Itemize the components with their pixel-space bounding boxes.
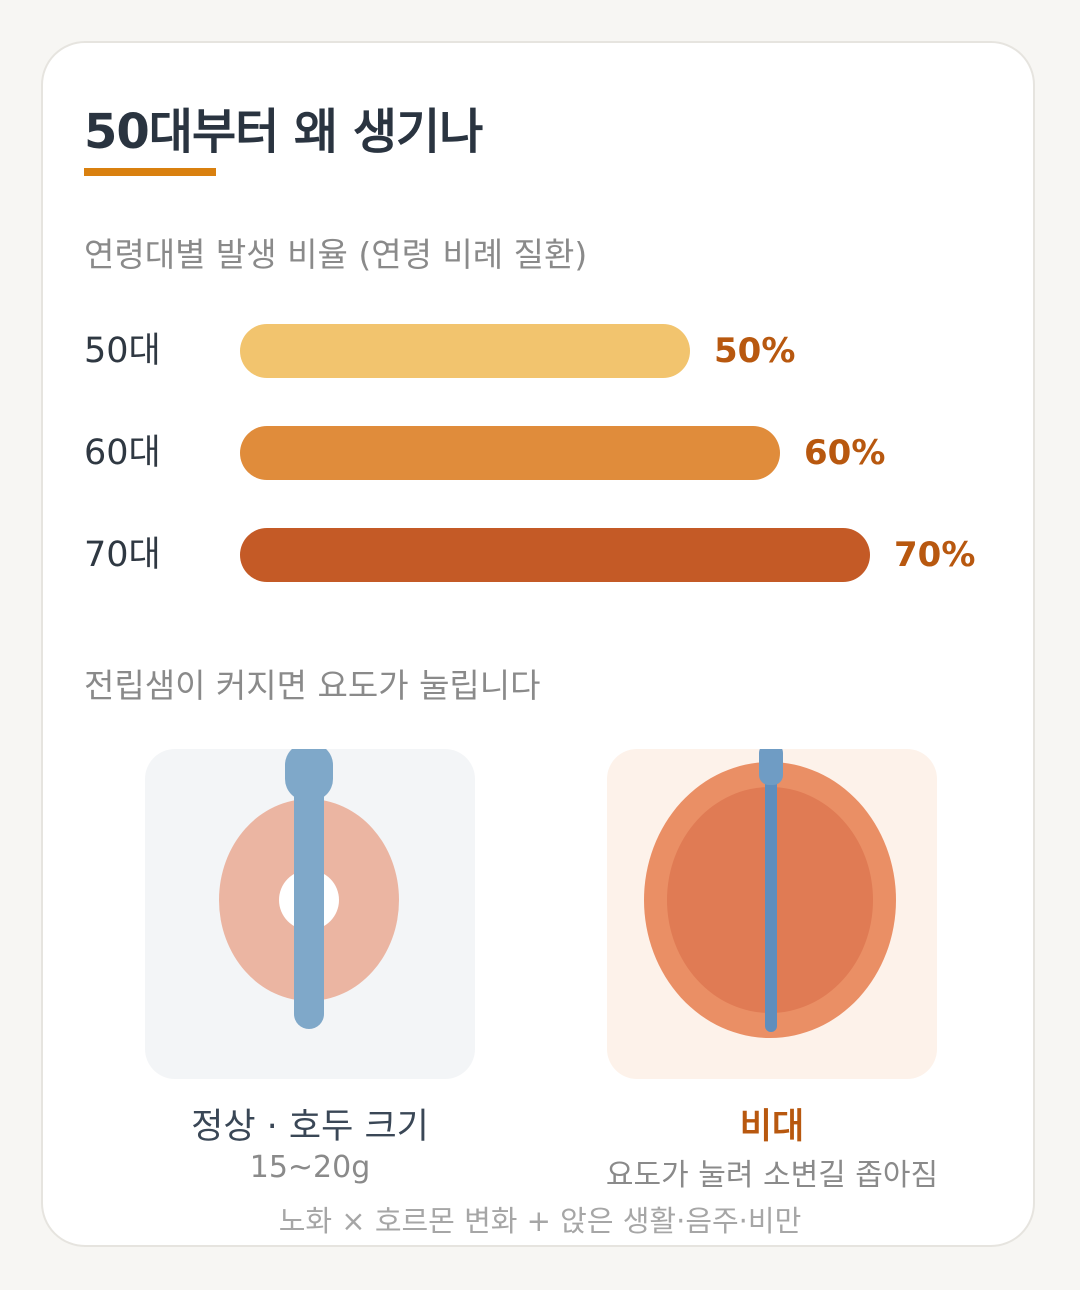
normal-prostate-illustration <box>145 749 475 1079</box>
bar-value-label: 60% <box>804 433 886 473</box>
enlarged-prostate-illustration <box>607 749 937 1079</box>
enlarged-caption: 비대 <box>739 1107 805 1147</box>
title-underline <box>84 168 216 176</box>
bar-label: 60대 <box>84 433 161 473</box>
chart-section-label: 연령대별 발생 비율 (연령 비례 질환) <box>84 235 588 274</box>
enlarged-urethra-top <box>759 749 783 785</box>
enlarged-urethra-tube <box>765 769 777 1032</box>
normal-caption: 정상 · 호두 크기 <box>191 1107 429 1147</box>
diagram-section-label: 전립샘이 커지면 요도가 눌립니다 <box>84 666 541 705</box>
bar-value-label: 70% <box>894 535 976 575</box>
bar-label: 50대 <box>84 331 161 371</box>
bar-label: 70대 <box>84 535 161 575</box>
footer-note: 노화 × 호르몬 변화 + 앉은 생활·음주·비만 <box>278 1204 802 1238</box>
bar <box>240 324 690 378</box>
normal-urethra-tube <box>294 759 324 1029</box>
bar <box>240 426 780 480</box>
normal-urethra-top <box>285 749 333 801</box>
page-title: 50대부터 왜 생기나 <box>84 104 483 160</box>
bar-value-label: 50% <box>714 331 796 371</box>
enlarged-sub-caption: 요도가 눌려 소변길 좁아짐 <box>605 1158 939 1193</box>
bar <box>240 528 870 582</box>
normal-sub-caption: 15~20g <box>249 1150 371 1185</box>
